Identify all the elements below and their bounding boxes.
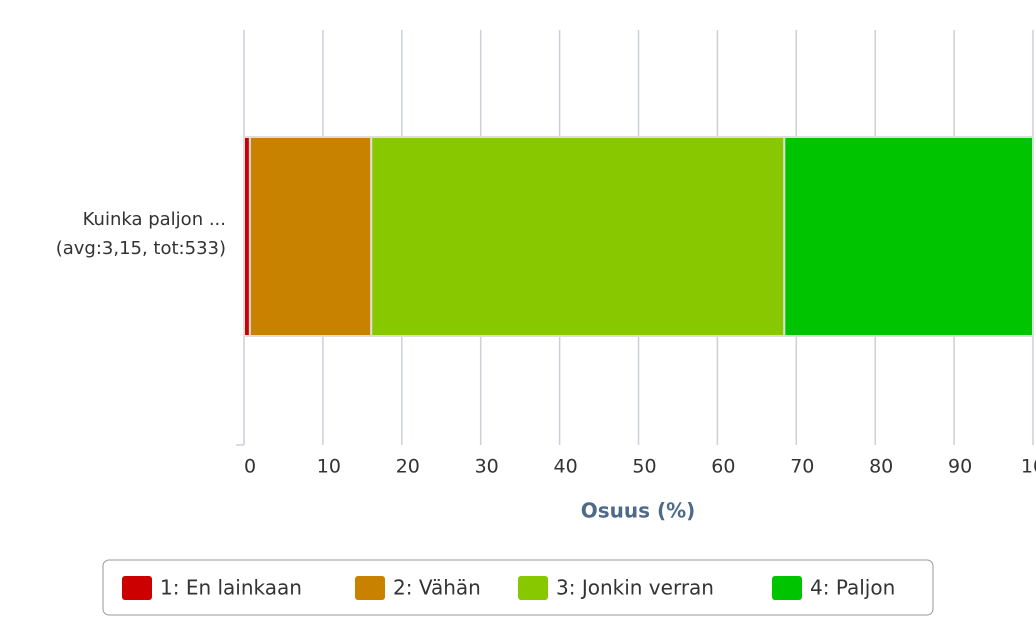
- legend-label: 3: Jonkin verran: [556, 576, 714, 600]
- x-axis-label: Osuus (%): [581, 499, 696, 523]
- x-tick-label: 50: [632, 456, 656, 478]
- bar-segment: [248, 136, 373, 337]
- legend-label: 1: En lainkaan: [160, 576, 302, 600]
- legend-swatch: [518, 576, 548, 600]
- legend-label: 2: Vähän: [393, 576, 481, 600]
- x-tick-label: 20: [396, 456, 420, 478]
- x-tick-label: 10: [317, 456, 341, 478]
- x-tick-label: 0: [244, 456, 256, 478]
- bar-segment: [783, 136, 1034, 337]
- y-tick-label: Kuinka paljon ...: [83, 209, 226, 230]
- bar-segment: [370, 136, 786, 337]
- x-tick-label: 40: [554, 456, 578, 478]
- legend-swatch: [355, 576, 385, 600]
- legend-swatch: [772, 576, 802, 600]
- legend-swatch: [122, 576, 152, 600]
- x-tick-label: 100: [1021, 456, 1036, 478]
- x-tick-label: 60: [711, 456, 735, 478]
- x-tick-label: 80: [869, 456, 893, 478]
- x-tick-label: 30: [475, 456, 499, 478]
- x-tick-label: 70: [790, 456, 814, 478]
- y-tick-label: (avg:3,15, tot:533): [56, 238, 226, 259]
- legend-label: 4: Paljon: [810, 576, 895, 600]
- x-tick-label: 90: [948, 456, 972, 478]
